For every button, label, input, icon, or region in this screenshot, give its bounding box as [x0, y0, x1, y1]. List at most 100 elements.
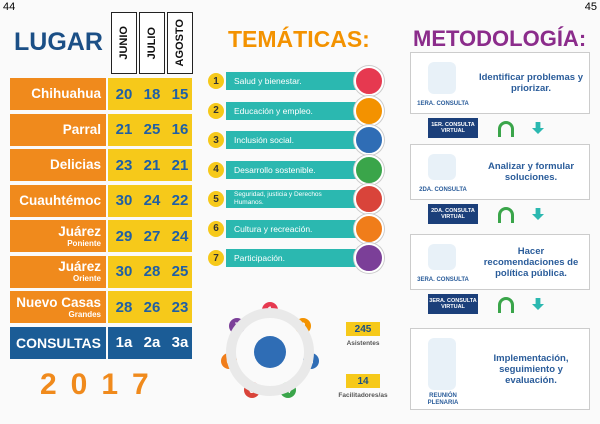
stat-label: Asistentes: [346, 339, 380, 347]
step-label: 1ERA. CONSULTA: [417, 100, 469, 107]
value-cell-bg: [108, 149, 192, 181]
value-cell-bg: [108, 255, 192, 288]
value: 22: [171, 192, 189, 209]
value: 27: [143, 227, 161, 245]
virtual-box: 2DA. CONSULTA VIRTUAL: [428, 204, 478, 224]
topic-number: 4: [208, 161, 224, 178]
place-name: Nuevo Casas: [16, 294, 101, 310]
value-cell-bg: [108, 220, 192, 252]
value: 28: [143, 263, 161, 280]
arrow-icon: [532, 122, 544, 134]
value: 23: [115, 156, 133, 174]
wifi-icon: [498, 297, 514, 313]
stat-value: 14: [346, 374, 380, 388]
place-cell: Parral: [10, 113, 106, 146]
step-icon: [428, 338, 456, 390]
place-name: Parral: [62, 121, 101, 137]
value-cell-bg: [108, 184, 192, 217]
value: 21: [143, 156, 161, 174]
topic-number: 6: [208, 220, 224, 237]
place-sub: Poniente: [67, 238, 101, 248]
arrow-icon: [532, 208, 544, 220]
value: 3a: [171, 334, 189, 351]
wifi-icon: [498, 207, 514, 223]
place-sub: Grandes: [68, 309, 101, 319]
value: 24: [143, 192, 161, 209]
topic-label: Desarrollo sostenible.: [234, 164, 316, 175]
value-cell-bg: [108, 78, 192, 110]
topic-number: 3: [208, 132, 224, 148]
page-number: 45: [584, 1, 597, 13]
value: 26: [143, 298, 161, 316]
topic-bar: [226, 249, 360, 267]
section-title: LUGAR: [14, 28, 103, 56]
place-cell: Juárez Oriente: [10, 255, 106, 288]
value: 2a: [143, 334, 161, 351]
value: 15: [171, 85, 189, 103]
topic-number: 7: [208, 250, 224, 266]
place-cell: Juárez Poniente: [10, 220, 106, 252]
step-icon: [428, 154, 456, 180]
place-sub: Oriente: [72, 274, 101, 283]
step-icon: [428, 244, 456, 270]
place-cell: CONSULTAS: [10, 326, 106, 359]
step-label: 2DA. CONSULTA: [419, 186, 467, 193]
topic-label: Educación y empleo.: [234, 105, 313, 116]
place-name: Delicias: [49, 157, 101, 172]
value: 28: [115, 298, 133, 316]
topic-icon: [354, 95, 384, 126]
virtual-box: 3ERA. CONSULTA VIRTUAL: [428, 294, 478, 314]
value-cell-bg: [108, 291, 192, 323]
topic-label: Seguridad, justicia y Derechos Humanos.: [234, 191, 322, 206]
value: 25: [171, 263, 189, 280]
topic-label: Salud y bienestar.: [234, 76, 302, 86]
topic-number: 1: [208, 73, 224, 89]
value: 30: [115, 192, 133, 209]
topic-bar: [226, 160, 360, 179]
value-cell-bg: [108, 326, 192, 359]
virtual-box: 1ER. CONSULTA VIRTUAL: [428, 118, 478, 138]
month-header: JULIO: [139, 12, 165, 74]
wifi-icon: [498, 121, 514, 137]
step-text: Implementación, seguimiento y evaluación…: [493, 352, 569, 386]
step-label: REUNIÓN PLENARIA: [427, 393, 459, 406]
place-name: Juárez: [58, 223, 101, 239]
topic-bar: [226, 190, 360, 208]
topic-number: 5: [208, 191, 224, 207]
topic-number: 2: [208, 102, 224, 119]
step-text: Hacer recomendaciones de política públic…: [483, 245, 579, 279]
month-label: AGOSTO: [174, 19, 186, 67]
value: 1a: [115, 334, 133, 351]
month-label: JULIO: [146, 26, 158, 60]
place-name: Cuauhtémoc: [19, 192, 101, 208]
value: 30: [115, 263, 133, 280]
step-text: Identificar problemas y priorizar.: [478, 72, 583, 94]
stat-label: Facilitadores/as: [338, 391, 388, 399]
month-header: AGOSTO: [167, 12, 193, 74]
value: 29: [115, 227, 133, 245]
step-text: Analizar y formular soluciones.: [487, 161, 575, 183]
page-number: 44: [3, 1, 16, 13]
arrow-icon: [532, 298, 544, 310]
ring-center: [254, 336, 286, 368]
topic-bar: [226, 131, 360, 149]
topic-label: Cultura y recreación.: [234, 223, 313, 234]
value: 24: [171, 227, 189, 245]
topic-icon: [354, 243, 384, 273]
value: 23: [171, 298, 189, 316]
value-cell-bg: [108, 113, 192, 146]
place-cell: Nuevo Casas Grandes: [10, 291, 106, 323]
year: 2017: [40, 368, 163, 401]
section-title: METODOLOGÍA:: [413, 26, 587, 51]
topic-bar: [226, 101, 360, 120]
section-title: TEMÁTICAS:: [228, 26, 370, 52]
topic-bar: [226, 72, 360, 90]
place-name: Juárez: [58, 259, 101, 274]
value: 21: [115, 121, 133, 138]
month-header: JUNIO: [111, 12, 137, 74]
topic-icon: [354, 154, 384, 185]
step-icon: [428, 62, 456, 94]
value: 25: [143, 121, 161, 138]
topic-label: Inclusión social.: [234, 135, 295, 145]
